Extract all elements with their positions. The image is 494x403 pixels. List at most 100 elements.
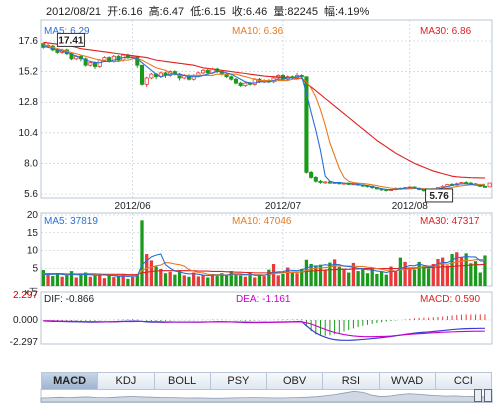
high-value: 6.47 — [162, 6, 185, 18]
volume-bar — [79, 274, 83, 286]
macd-legend-1: DEA: -1.161 — [236, 294, 291, 305]
volume-bar — [389, 266, 393, 286]
candle-body — [149, 73, 154, 79]
volume-bar — [464, 253, 468, 286]
candle-body — [97, 59, 102, 67]
volume-bar — [394, 271, 398, 286]
volume-bar — [187, 276, 191, 286]
candle-body — [144, 77, 149, 85]
volume-ma5-line — [43, 253, 485, 277]
volume-bar — [243, 276, 248, 286]
candle-body — [327, 181, 332, 184]
indicator-tabs: MACD KDJ BOLL PSY OBV RSI WVAD CCI — [41, 372, 492, 390]
volume-bar — [276, 275, 280, 286]
callout-box — [56, 32, 85, 47]
candle-body — [102, 57, 107, 61]
price-legend-2: MA30: 6.86 — [420, 26, 472, 37]
volume-bar — [215, 276, 219, 286]
volume-bar — [267, 269, 271, 286]
volume-bar — [98, 273, 102, 286]
volume-bar — [248, 272, 252, 286]
volume-bar — [384, 274, 388, 286]
volume-bar — [69, 271, 74, 286]
quote-header: 2012/08/21 开:6.16 高:6.47 低:6.15 收:6.46 量… — [46, 3, 372, 19]
volume-bar — [154, 266, 158, 286]
volume-bar — [473, 261, 478, 286]
volume-bar — [408, 268, 412, 286]
volume-bar — [412, 269, 417, 286]
candle-body — [233, 78, 239, 84]
candle-body — [92, 62, 98, 67]
tab-rsi[interactable]: RSI — [323, 372, 380, 390]
volume-bar — [455, 252, 459, 286]
volume-bar — [234, 274, 238, 286]
volume-bar — [469, 263, 473, 286]
volume-bar — [403, 261, 407, 286]
volume-bar — [361, 268, 365, 286]
volume-bar — [182, 275, 186, 286]
tab-cci[interactable]: CCI — [435, 372, 492, 390]
candle-body — [205, 69, 210, 74]
volume-bar — [196, 276, 201, 286]
candle-body — [83, 58, 88, 66]
volume-bar — [220, 273, 224, 286]
volume-bar — [116, 276, 121, 286]
macd-y-tick: -2.297 — [10, 337, 39, 348]
volume-unit-label: x万 — [24, 287, 38, 297]
volume-bar — [328, 262, 332, 286]
volume-bar — [130, 276, 135, 286]
volume-y-tick: 15 — [27, 228, 39, 239]
tab-wvad[interactable]: WVAD — [379, 372, 436, 390]
candle-body — [318, 180, 323, 183]
price-legend-1: MA10: 6.36 — [232, 26, 284, 37]
volume-bar — [257, 274, 262, 286]
callout-label: 17.41 — [58, 35, 83, 46]
candle-body — [191, 75, 196, 80]
volume-bar — [206, 277, 210, 286]
tab-kdj[interactable]: KDJ — [98, 372, 155, 390]
volume-bar — [436, 259, 440, 286]
volume-bar — [201, 274, 205, 286]
volume-legend-0: MA5: 37819 — [44, 216, 98, 227]
price-x-tick: 2012/06 — [115, 201, 152, 212]
navigator-right-handle[interactable] — [484, 389, 492, 402]
tab-obv[interactable]: OBV — [267, 372, 324, 390]
price-legend-0: MA5: 6.29 — [44, 26, 90, 37]
tab-macd[interactable]: MACD — [41, 372, 99, 390]
candle-body — [313, 177, 318, 182]
macd-y-tick: 2.297 — [13, 290, 38, 301]
price-y-tick: 15.2 — [19, 67, 39, 78]
low-label: 低: — [190, 6, 205, 18]
tab-boll[interactable]: BOLL — [154, 372, 211, 390]
volume-bar — [239, 275, 243, 286]
volume-bar — [422, 266, 426, 286]
volume-bar — [121, 274, 125, 286]
volume-bar — [398, 257, 403, 286]
callout-label: 5.76 — [429, 191, 449, 202]
volume-bar — [65, 275, 69, 286]
volume-bar — [46, 274, 50, 286]
volume-bar — [426, 268, 431, 286]
volume-bar — [210, 273, 215, 286]
volume-bar — [285, 267, 290, 286]
volume-bar — [271, 263, 276, 286]
macd-dea-line — [43, 320, 485, 338]
volume-bar — [365, 273, 370, 286]
price-panel-frame — [40, 19, 493, 199]
volume-bar — [290, 271, 294, 286]
candle-body — [323, 181, 328, 184]
volume-bar — [281, 273, 285, 286]
volume-bar — [323, 270, 327, 286]
volume-value: 82245 — [287, 6, 318, 18]
volume-bar — [112, 277, 116, 286]
navigator-left-handle[interactable] — [474, 389, 482, 402]
volume-bar — [478, 272, 482, 286]
volume-bar — [347, 272, 351, 286]
tab-psy[interactable]: PSY — [210, 372, 267, 390]
price-ma5-line — [43, 45, 486, 191]
volume-bar — [262, 276, 266, 286]
volume-bar — [224, 275, 229, 286]
volume-legend-1: MA10: 47046 — [232, 216, 292, 227]
